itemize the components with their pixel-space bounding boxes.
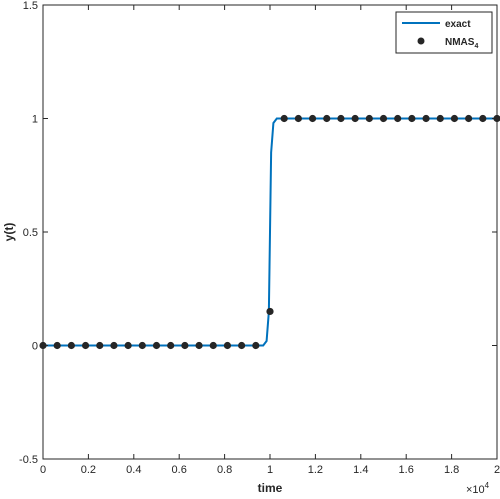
- series-nmas-point: [379, 114, 388, 123]
- x-tick-label: 0.2: [81, 464, 96, 476]
- x-tick-label: 2: [494, 464, 500, 476]
- y-tick-label: 1: [32, 114, 38, 126]
- y-tick-label: -0.5: [19, 454, 38, 466]
- legend-nmas-label: NMAS4: [445, 37, 478, 50]
- x-axis-title: time: [258, 481, 283, 495]
- series-nmas-point: [308, 114, 317, 123]
- legend: exact NMAS4: [395, 11, 493, 54]
- y-tick-label: 0: [32, 341, 38, 353]
- series-nmas-point: [53, 341, 61, 350]
- legend-box: [395, 11, 493, 54]
- series-nmas-point: [181, 341, 189, 350]
- x-tick-label: 0.6: [172, 464, 187, 476]
- x-tick-label: 1.4: [353, 464, 368, 476]
- series-nmas-point: [266, 307, 274, 316]
- x-axis-exponent-power: 4: [485, 481, 490, 490]
- x-tick-label: 0.8: [217, 464, 232, 476]
- series-nmas-point: [422, 114, 430, 123]
- legend-nmas-name: NMAS: [445, 37, 475, 48]
- series-nmas-point: [110, 341, 118, 350]
- series-nmas-point: [67, 341, 75, 350]
- legend-exact-label: exact: [445, 19, 471, 30]
- series-nmas-point: [167, 341, 175, 350]
- plot-marks: [39, 114, 500, 350]
- series-nmas-point: [152, 341, 161, 350]
- series-nmas-point: [223, 341, 232, 350]
- series-nmas-point: [408, 114, 416, 123]
- series-nmas-point: [337, 114, 345, 123]
- x-tick-label: 1.8: [444, 464, 459, 476]
- series-nmas-point: [252, 341, 260, 350]
- series-nmas-point: [209, 341, 217, 350]
- x-tick-label: 1.6: [399, 464, 414, 476]
- x-tick-label: 1.2: [308, 464, 323, 476]
- series-nmas-point: [280, 114, 288, 123]
- series-nmas-point: [394, 114, 402, 123]
- series-nmas-point: [465, 114, 473, 123]
- legend-nmas-marker: [417, 37, 425, 45]
- series-nmas-point: [436, 114, 444, 123]
- series-nmas-point: [81, 341, 90, 350]
- series-nmas-point: [294, 114, 302, 123]
- series-nmas-point: [195, 341, 203, 350]
- series-nmas-point: [450, 114, 459, 123]
- series-exact-line: [43, 117, 497, 347]
- x-axis-exponent: ×104: [466, 481, 490, 496]
- series-nmas-point: [351, 114, 359, 123]
- series-nmas-point: [238, 341, 246, 350]
- series-nmas-point: [96, 341, 104, 350]
- x-tick-label: 0: [40, 464, 46, 476]
- series-nmas-point: [323, 114, 331, 123]
- y-axis-title: y(t): [2, 223, 16, 242]
- axis-ticks: 0 0.2 0.4 0.6 0.8 1 1.2 1.4 1.6 1.8 2-0.500.511.5: [19, 0, 500, 476]
- series-nmas-point: [479, 114, 487, 123]
- x-axis-exponent-base: ×10: [466, 484, 485, 496]
- y-tick-label: 1.5: [23, 0, 38, 12]
- legend-nmas-subscript: 4: [474, 43, 478, 50]
- x-tick-label: 1: [267, 464, 273, 476]
- x-tick-label: 0.4: [126, 464, 141, 476]
- series-nmas-point: [138, 341, 146, 350]
- series-nmas-point: [124, 341, 132, 350]
- y-tick-label: 0.5: [23, 227, 38, 239]
- series-nmas-point: [365, 114, 373, 123]
